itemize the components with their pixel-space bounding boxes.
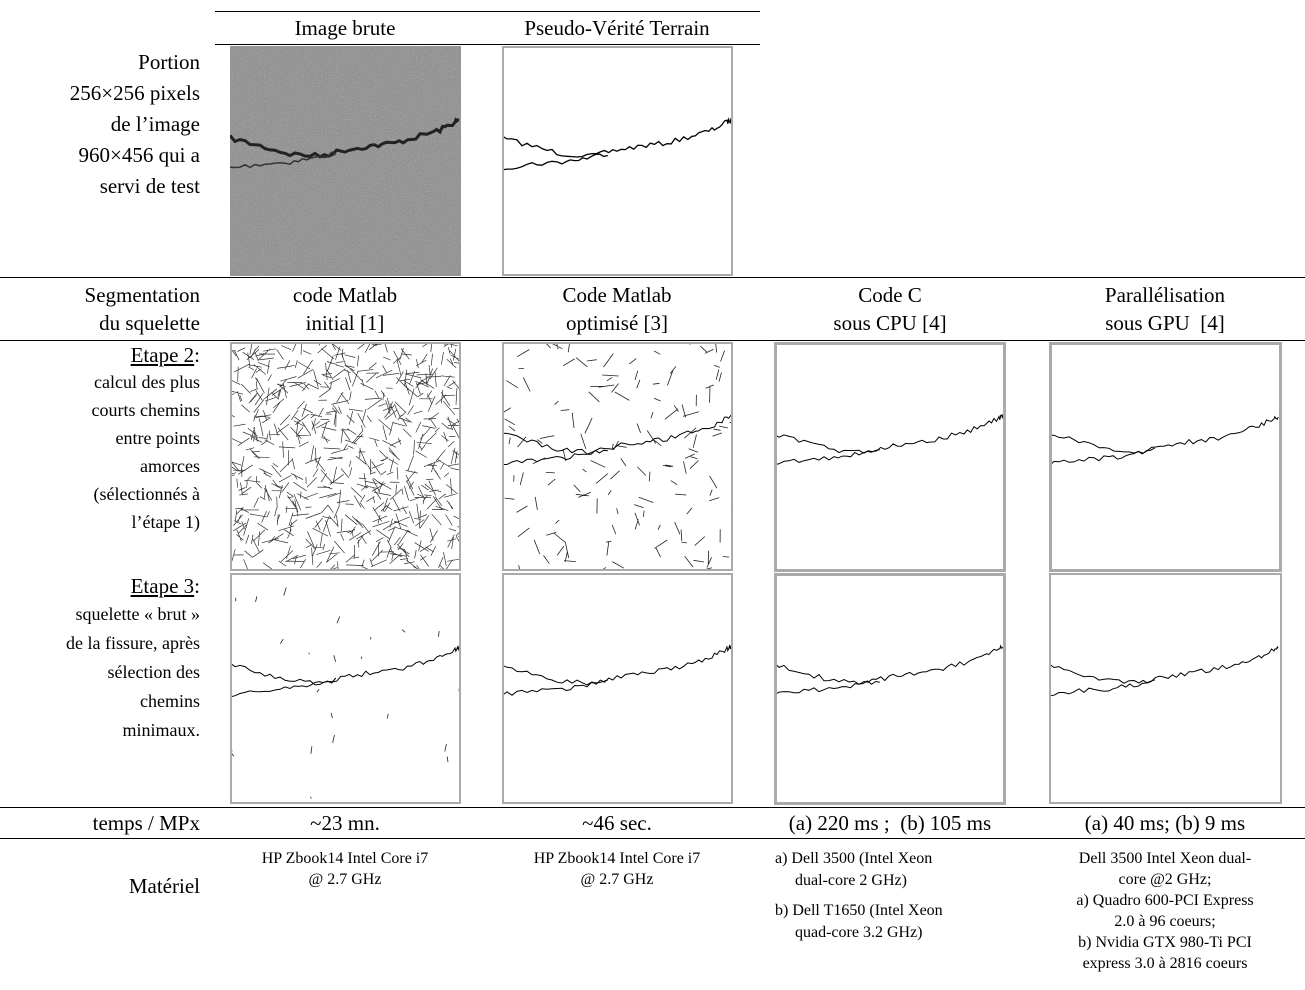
timing-value: (a) 40 ms; (b) 9 ms [1084,811,1246,835]
column-header: sous CPU [4] [833,311,947,335]
step-description: calcul des plus [94,372,200,392]
row-label: Segmentation [84,283,200,307]
column-header: sous GPU [4] [1105,311,1225,335]
step-description: chemins [140,691,200,711]
image [230,573,461,804]
hardware-value: 2.0 à 96 coeurs; [1114,913,1216,930]
hardware-value: b) Nvidia GTX 980-Ti PCI [1078,934,1252,951]
rule [0,340,1305,341]
step-description: entre points [115,428,200,448]
row-label: 960×456 qui a [78,143,201,167]
hardware-value: express 3.0 à 2816 coeurs [1082,955,1248,972]
image [502,342,733,571]
rule [0,838,1305,839]
rule [0,277,1305,278]
image [774,342,1006,572]
row-label: 256×256 pixels [69,81,200,105]
step-description: sélection des [107,662,200,682]
step-description: de la fissure, après [66,633,200,653]
rule [215,44,760,45]
image [502,573,733,804]
step-description: squelette « brut » [75,604,200,624]
column-header: Parallélisation [1104,283,1226,307]
step-description: minimaux. [122,720,201,740]
timing-value: (a) 220 ms ; (b) 105 ms [788,811,992,835]
column-header: Pseudo-Vérité Terrain [524,16,710,40]
step-description: (sélectionnés à [93,484,200,504]
column-header: Image brute [294,16,396,40]
step-title: Etape 3: [130,574,200,598]
image [1049,342,1282,572]
column-header: Code Matlab [562,283,672,307]
column-header: initial [1] [305,311,385,335]
row-label: Matériel [128,874,200,898]
hardware-value: a) Dell 3500 (Intel Xeon [775,850,933,867]
hardware-value: HP Zbook14 Intel Core i7 [533,850,701,867]
step-title: Etape 2: [130,343,200,367]
hardware-value: HP Zbook14 Intel Core i7 [261,850,429,867]
step-description: l’étape 1) [131,512,200,532]
rule [0,807,1305,808]
image [230,342,461,571]
column-header: optimisé [3] [565,311,669,335]
image [774,573,1006,805]
row-label: temps / MPx [92,811,200,835]
hardware-value: Dell 3500 Intel Xeon dual- [1078,850,1252,867]
column-header: code Matlab [292,283,398,307]
hardware-value: core @2 GHz; [1118,871,1212,888]
row-label: servi de test [99,174,200,198]
hardware-value: quad-core 3.2 GHz) [795,924,923,941]
timing-value: ~46 sec. [582,811,652,835]
timing-value: ~23 mn. [310,811,380,835]
hardware-value: @ 2.7 GHz [580,871,654,888]
row-label: du squelette [99,311,200,335]
hardware-value: a) Quadro 600-PCI Express [1076,892,1254,909]
rule [215,11,760,12]
hardware-value: @ 2.7 GHz [308,871,382,888]
row-label: Portion [138,50,200,74]
column-header: Code C [858,283,922,307]
step-description: courts chemins [91,400,200,420]
image [230,46,461,276]
row-label: de l’image [110,112,200,136]
image [502,46,733,276]
hardware-value: dual-core 2 GHz) [795,872,907,889]
image [1049,573,1282,804]
hardware-value: b) Dell T1650 (Intel Xeon [775,902,943,919]
step-description: amorces [140,456,200,476]
